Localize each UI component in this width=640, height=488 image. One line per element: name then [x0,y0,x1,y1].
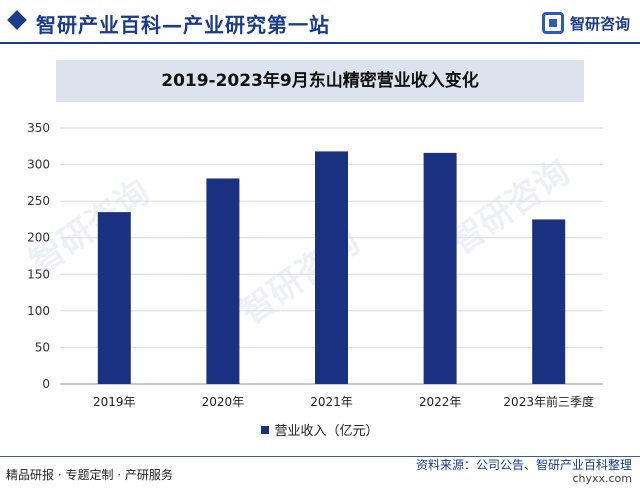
legend: 营业收入（亿元） [0,420,640,440]
bar [206,178,240,384]
bar-chart: 0 50 100 150 200 250 300 350 2019年 2020年 2021年 202… [27,121,603,409]
bars [97,151,566,384]
y-axis-ticks: 0 50 100 150 200 250 300 350 [27,121,50,391]
bar [315,151,348,384]
chart-title: 2019-2023年9月东山精密营业收入变化 [56,60,584,102]
logo-icon [541,12,564,34]
y-tick-label: 300 [27,158,50,172]
x-tick-label: 2020年 [202,395,245,409]
footer: 精品研报 · 专题定制 · 产研服务 资料来源：公司公告、智研产业百科整理 ch… [0,456,640,488]
site-title: 智研产业百科—产业研究第一站 [36,13,330,37]
y-tick-label: 200 [27,231,50,245]
y-tick-label: 250 [27,194,50,208]
logo-text: 智研咨询 [569,14,630,33]
x-tick-label: 2021年 [310,395,353,409]
y-tick-label: 150 [27,267,50,281]
y-tick-label: 0 [42,377,50,391]
header-bar: 智研产业百科—产业研究第一站 智研咨询 [0,0,640,44]
bar [97,212,131,384]
footer-services: 精品研报 · 专题定制 · 产研服务 [6,468,173,482]
x-tick-label: 2019年 [93,395,136,409]
y-tick-label: 50 [35,340,50,354]
y-tick-label: 350 [27,121,50,135]
x-axis-ticks: 2019年 2020年 2021年 2022年 2023年前三季度 [93,394,594,409]
bar [423,152,457,384]
x-tick-label: 2022年 [419,395,462,409]
y-tick-label: 100 [27,304,50,318]
legend-label: 营业收入（亿元） [274,424,379,439]
diamond-icon [7,10,27,30]
footer-source: 资料来源：公司公告、智研产业百科整理 [415,458,632,472]
footer-divider [0,456,640,457]
header-divider [0,42,640,44]
footer-url: chyxx.com [572,472,632,485]
bar [532,219,566,384]
x-tick-label: 2023年前三季度 [503,394,594,409]
legend-swatch [261,426,270,434]
brand-logo[interactable]: 智研咨询 [541,11,630,35]
